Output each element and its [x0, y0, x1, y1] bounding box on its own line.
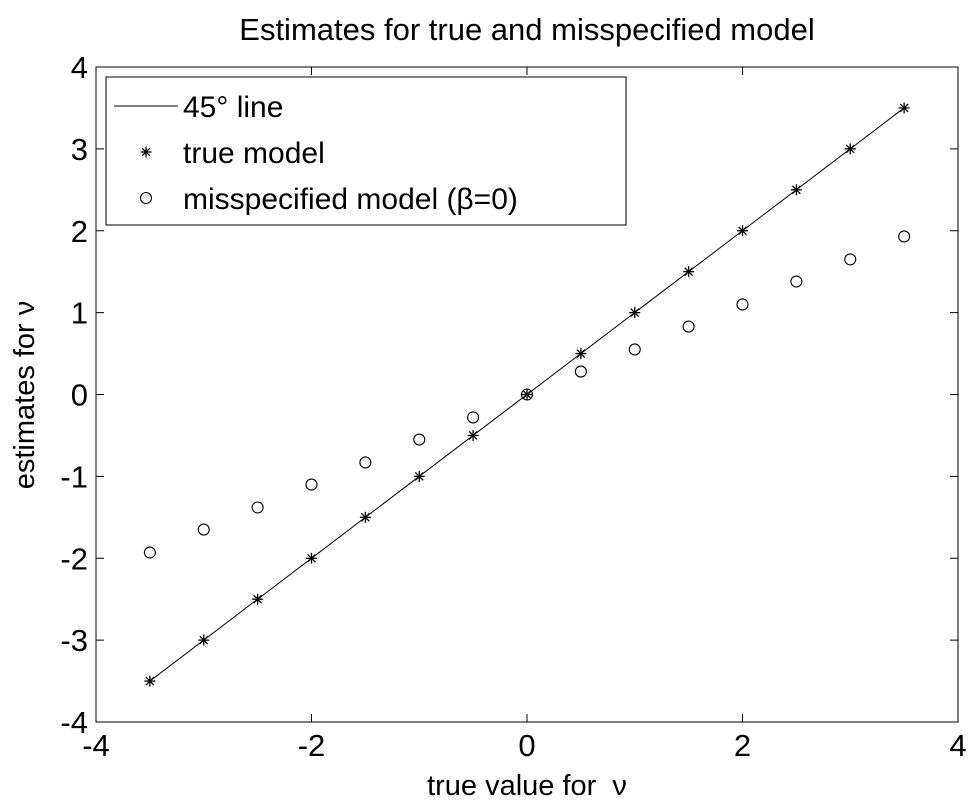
- misspecified-model-point: [898, 230, 911, 243]
- misspecified-model-point: [682, 320, 695, 333]
- true-model-point: [683, 266, 695, 278]
- true-model-point: [144, 675, 156, 687]
- true-model-point: [629, 307, 641, 319]
- x-axis-label: true value for ν: [427, 770, 627, 802]
- y-tick-label: -3: [60, 623, 88, 658]
- y-tick-label: -1: [60, 459, 88, 494]
- misspecified-model-point: [628, 343, 641, 356]
- y-tick-label: 4: [71, 50, 88, 85]
- misspecified-model-point: [251, 501, 264, 514]
- y-tick-label: 2: [71, 214, 88, 249]
- legend-swatch-circle: [139, 191, 153, 205]
- x-tick-label: 2: [734, 728, 751, 763]
- true-model-point: [306, 552, 317, 564]
- misspecified-model-point: [736, 298, 749, 311]
- chart-title: Estimates for true and misspecified mode…: [239, 12, 814, 47]
- true-model-point: [521, 389, 533, 400]
- misspecified-model-point: [197, 523, 210, 536]
- true-model-point: [467, 429, 479, 441]
- x-tick-label: -4: [82, 728, 110, 763]
- true-model-point: [198, 634, 210, 646]
- misspecified-model-point: [844, 253, 857, 266]
- misspecified-model-point: [305, 478, 318, 491]
- y-tick-label: 3: [71, 132, 88, 167]
- misspecified-model-point: [790, 275, 803, 288]
- y-tick-label: -2: [60, 541, 88, 576]
- axis-ticks: -4 -2 0 2 4 -4 -3 -2 -1 0 1 2 3 4: [60, 50, 966, 763]
- legend-box: [105, 76, 627, 226]
- misspecified-model-point: [467, 411, 480, 424]
- true-model-point: [844, 143, 856, 155]
- legend-entry-label: misspecified model (β=0): [183, 183, 518, 216]
- true-model-point: [413, 470, 425, 482]
- misspecified-model-point: [413, 433, 426, 446]
- x-tick-label: 4: [949, 728, 966, 763]
- x-tick-label: -2: [298, 728, 326, 763]
- true-model-point: [359, 511, 371, 523]
- plot-area: [143, 102, 911, 687]
- misspecified-model-point: [520, 388, 534, 401]
- true-model-point: [737, 225, 748, 237]
- misspecified-model-point: [143, 546, 156, 559]
- y-tick-label: 1: [71, 296, 88, 331]
- y-axis-label: estimates for ν: [9, 301, 41, 490]
- true-model-point: [575, 348, 587, 360]
- legend-entry-label: true model: [183, 137, 325, 170]
- misspecified-model-point: [359, 456, 372, 469]
- true-model-point: [790, 184, 802, 196]
- true-model-point: [252, 593, 264, 605]
- legend-swatch-star: [140, 146, 152, 158]
- legend-entry-label: 45° line: [183, 91, 283, 124]
- x-tick-label: 0: [518, 728, 535, 763]
- y-tick-label: 0: [71, 378, 88, 413]
- legend: 45° line true model misspecified model (β=…: [105, 76, 627, 226]
- true-model-point: [898, 102, 910, 114]
- y-tick-label: -4: [60, 705, 88, 740]
- misspecified-model-point: [574, 365, 587, 378]
